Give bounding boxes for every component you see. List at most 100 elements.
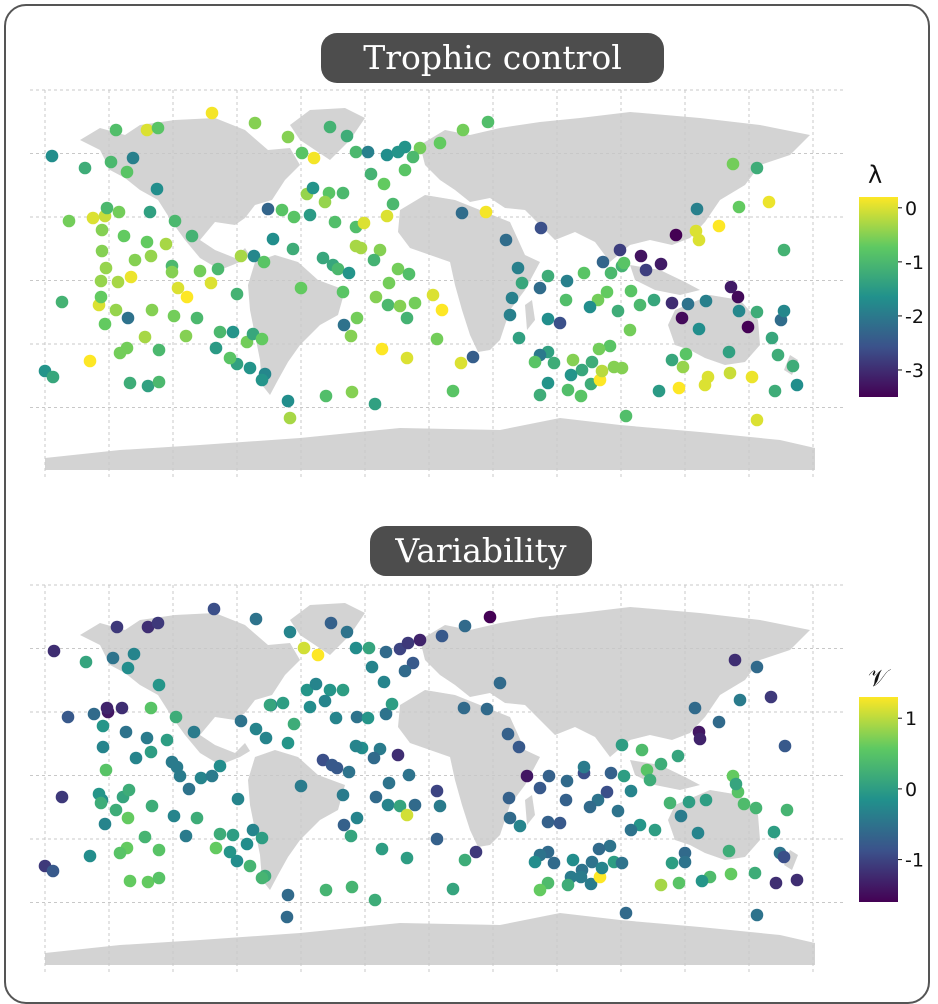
station-point (223, 351, 237, 365)
station-point (83, 354, 97, 368)
station-point (566, 853, 580, 867)
station-point (640, 763, 654, 777)
station-point (117, 229, 131, 243)
station-point (295, 146, 309, 160)
station-point (281, 888, 295, 902)
station-point (255, 373, 269, 387)
station-point (635, 743, 649, 757)
station-point (603, 839, 617, 853)
station-point (728, 653, 742, 667)
station-point (319, 389, 333, 403)
trophic-control-title: Trophic control (321, 33, 664, 83)
station-point (750, 413, 764, 427)
station-point (377, 177, 391, 191)
station-point (55, 790, 69, 804)
station-point (382, 776, 396, 790)
station-point (676, 360, 690, 374)
station-point (456, 123, 470, 137)
map-gridlines (30, 584, 845, 973)
station-point (671, 749, 685, 763)
station-point (560, 774, 574, 788)
station-point (297, 641, 311, 655)
station-point (613, 243, 627, 257)
station-point (624, 284, 638, 298)
station-point (665, 296, 679, 310)
station-point (167, 809, 181, 823)
station-point (280, 910, 294, 924)
station-point (281, 736, 295, 750)
station-point (379, 707, 393, 721)
station-point (169, 710, 183, 724)
station-point (121, 311, 135, 325)
station-point (145, 303, 159, 317)
station-point (393, 799, 407, 813)
station-point (377, 675, 391, 689)
station-point (328, 215, 342, 229)
station-point (95, 244, 109, 258)
station-point (724, 280, 738, 294)
station-point (294, 779, 308, 793)
station-point (682, 795, 696, 809)
station-point (615, 856, 629, 870)
station-point (344, 829, 358, 843)
station-point (381, 298, 395, 312)
station-point (466, 350, 480, 364)
station-point (765, 331, 779, 345)
station-point (595, 861, 609, 875)
station-point (144, 745, 158, 759)
station-point (672, 876, 686, 890)
station-point (319, 883, 333, 897)
station-point (402, 267, 416, 281)
colorbar-symbol: λ (868, 161, 882, 189)
station-point (430, 332, 444, 346)
station-point (566, 353, 580, 367)
station-point (400, 808, 414, 822)
station-point (361, 145, 375, 159)
station-point (294, 281, 308, 295)
station-point (257, 255, 271, 269)
station-point (230, 854, 244, 868)
station-point (223, 845, 237, 859)
station-point (426, 288, 440, 302)
station-point (95, 223, 109, 237)
station-point (479, 205, 493, 219)
station-point (369, 290, 383, 304)
station-point (190, 811, 204, 825)
station-point (592, 842, 606, 856)
station-point (512, 331, 526, 345)
station-point (249, 722, 263, 736)
station-point (209, 841, 223, 855)
station-point (362, 641, 376, 655)
map-gridlines (30, 89, 845, 478)
station-point (143, 205, 157, 219)
station-point (145, 799, 159, 813)
station-point (187, 725, 201, 739)
station-point (768, 384, 782, 398)
station-point (634, 249, 648, 263)
station-point (152, 843, 166, 857)
station-point (541, 815, 555, 829)
station-point (748, 866, 762, 880)
station-point (385, 697, 399, 711)
station-point (690, 202, 704, 216)
station-point (560, 274, 574, 288)
station-point (226, 325, 240, 339)
station-point (654, 757, 668, 771)
station-point (138, 830, 152, 844)
station-point (617, 769, 631, 783)
station-point (255, 831, 269, 845)
station-point (350, 311, 364, 325)
station-point (342, 266, 356, 280)
station-point (499, 233, 513, 247)
station-point (46, 370, 60, 384)
station-point (398, 163, 412, 177)
station-point (128, 253, 142, 267)
station-point (679, 347, 693, 361)
station-point (400, 311, 414, 325)
colorbar-tick-label: 1 (905, 708, 917, 730)
station-point (672, 381, 686, 395)
station-point (469, 845, 483, 859)
station-point (722, 345, 736, 359)
station-point (502, 791, 516, 805)
station-point (481, 115, 495, 129)
